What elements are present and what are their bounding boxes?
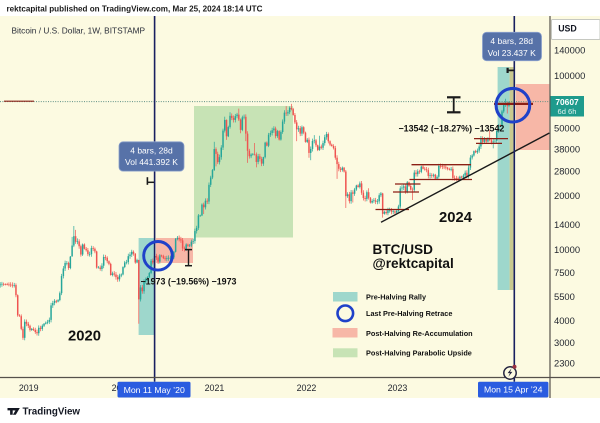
svg-text:6d 6h: 6d 6h xyxy=(557,107,576,116)
svg-text:70607: 70607 xyxy=(555,97,579,107)
svg-text:rektcapital published on Tradi: rektcapital published on TradingView.com… xyxy=(7,4,263,13)
svg-text:Pre-Halving Rally: Pre-Halving Rally xyxy=(366,292,427,301)
svg-text:Last Pre-Halving Retrace: Last Pre-Halving Retrace xyxy=(366,309,452,318)
svg-text:−1973 (−19.56%) −1973: −1973 (−19.56%) −1973 xyxy=(141,277,237,287)
svg-text:4 bars, 28d: 4 bars, 28d xyxy=(490,36,533,46)
svg-text:USD: USD xyxy=(558,24,577,34)
svg-text:Vol 441.392 K: Vol 441.392 K xyxy=(125,157,178,167)
svg-text:TradingView: TradingView xyxy=(23,407,81,418)
svg-text:Mon 15 Apr ’24: Mon 15 Apr ’24 xyxy=(484,385,543,395)
svg-text:2019: 2019 xyxy=(19,383,39,393)
svg-text:28000: 28000 xyxy=(554,165,580,176)
svg-text:Mon 11 May ’20: Mon 11 May ’20 xyxy=(124,385,185,395)
svg-text:Vol 23.437 K: Vol 23.437 K xyxy=(488,48,537,58)
svg-text:2024: 2024 xyxy=(439,210,473,226)
svg-text:Post-Halving Parabolic Upside: Post-Halving Parabolic Upside xyxy=(366,349,472,358)
svg-text:3000: 3000 xyxy=(554,337,575,348)
svg-text:2023: 2023 xyxy=(388,383,408,393)
svg-text:38000: 38000 xyxy=(554,144,580,155)
svg-text:10000: 10000 xyxy=(554,244,580,255)
svg-text:2300: 2300 xyxy=(554,357,575,368)
svg-text:100000: 100000 xyxy=(554,70,585,81)
svg-text:2020: 2020 xyxy=(68,329,101,345)
svg-text:7500: 7500 xyxy=(554,267,575,278)
svg-text:Bitcoin / U.S. Dollar, 1W, BIT: Bitcoin / U.S. Dollar, 1W, BITSTAMP xyxy=(12,26,146,36)
svg-text:@rektcapital: @rektcapital xyxy=(373,256,454,271)
svg-text:50000: 50000 xyxy=(554,123,580,134)
svg-text:14000: 14000 xyxy=(554,219,580,230)
svg-text:4000: 4000 xyxy=(554,315,575,326)
svg-text:5500: 5500 xyxy=(554,291,575,302)
svg-text:20000: 20000 xyxy=(554,190,580,201)
svg-text:140000: 140000 xyxy=(554,44,585,55)
svg-text:2022: 2022 xyxy=(297,383,317,393)
svg-text:BTC/USD: BTC/USD xyxy=(373,242,434,257)
svg-text:Post-Halving Re-Accumulation: Post-Halving Re-Accumulation xyxy=(366,329,473,338)
svg-text:4 bars, 28d: 4 bars, 28d xyxy=(130,146,173,156)
svg-text:−13542 (−18.27%) −13542: −13542 (−18.27%) −13542 xyxy=(399,123,505,133)
svg-text:2021: 2021 xyxy=(205,383,225,393)
